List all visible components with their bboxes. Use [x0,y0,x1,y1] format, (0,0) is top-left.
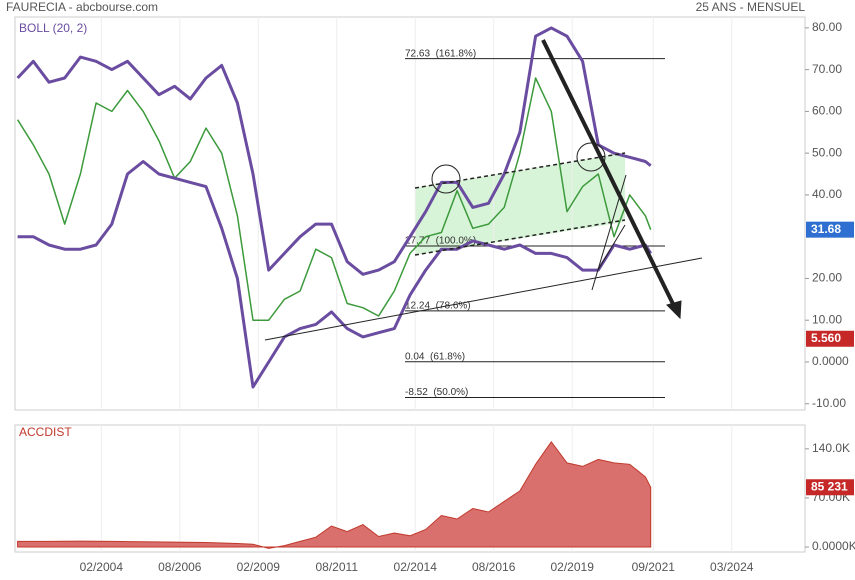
y-tick-label: 80.00 [812,20,842,34]
bollinger-band [17,160,652,389]
chart-subtitle: 25 ANS - MENSUEL [696,0,806,14]
y-tick-label: 40.00 [812,187,842,201]
trend-arrow [541,39,678,311]
x-tick-label: 02/2009 [237,560,281,574]
chart-title: FAURECIA - abcbourse.com [6,0,158,14]
fib-label: 27.77 (100.0%) [405,236,476,247]
y-tick-label: 70.00 [812,62,842,76]
x-tick-label: 03/2024 [710,560,754,574]
x-tick-label: 09/2021 [632,560,676,574]
plot: 02/2004 08/2006 02/2009 08/2011 02/2014 08/20… [16,17,855,574]
x-tick-label: 02/2004 [80,560,124,574]
accdist-label: ACCDIST [19,425,72,439]
price-line [16,77,652,321]
y-tick-label: 0.0000 [812,354,849,368]
value-tag [806,221,854,238]
circle-marker [576,142,606,172]
circle-marker [431,164,461,194]
indicator-label: BOLL (20, 2) [19,21,87,35]
arrow-head [666,300,682,320]
price-frame [14,16,806,411]
value-tag-label: 85 231 [811,479,848,493]
y-tick-label: 10.00 [812,312,842,326]
indicator-frame [14,424,806,553]
y-tick-label: -10.00 [812,396,846,410]
y-tick-label: 140.0K [812,441,850,455]
fib-label: 72.63 (161.8%) [405,48,476,59]
fib-label: 12.24 (78.6%) [405,300,471,311]
x-tick-label: 08/2016 [472,560,516,574]
x-tick-label: 02/2014 [394,560,438,574]
channel-top [414,152,626,189]
annotations [264,39,703,341]
value-tag [806,479,854,496]
fib-label: -8.52 (50.0%) [405,387,468,398]
bollinger-band [16,26,652,276]
fib-label: 0.04 (61.8%) [405,351,465,362]
y-tick-label: 50.00 [812,145,842,159]
y-tick-label: 60.00 [812,104,842,118]
x-tick-label: 08/2006 [158,560,202,574]
value-tag-label: 31.68 [811,222,841,236]
y-tick-label: 20.00 [812,271,842,285]
value-tag-label: 5.560 [811,331,841,345]
accdist-area [17,440,652,549]
channel-bottom [414,219,626,256]
y-tick-label: 0.0000K [812,539,855,553]
value-tag [806,330,854,347]
x-tick-label: 08/2011 [316,560,359,574]
x-tick-label: 02/2019 [550,560,594,574]
trend-line [597,224,626,271]
support-line [264,257,703,341]
